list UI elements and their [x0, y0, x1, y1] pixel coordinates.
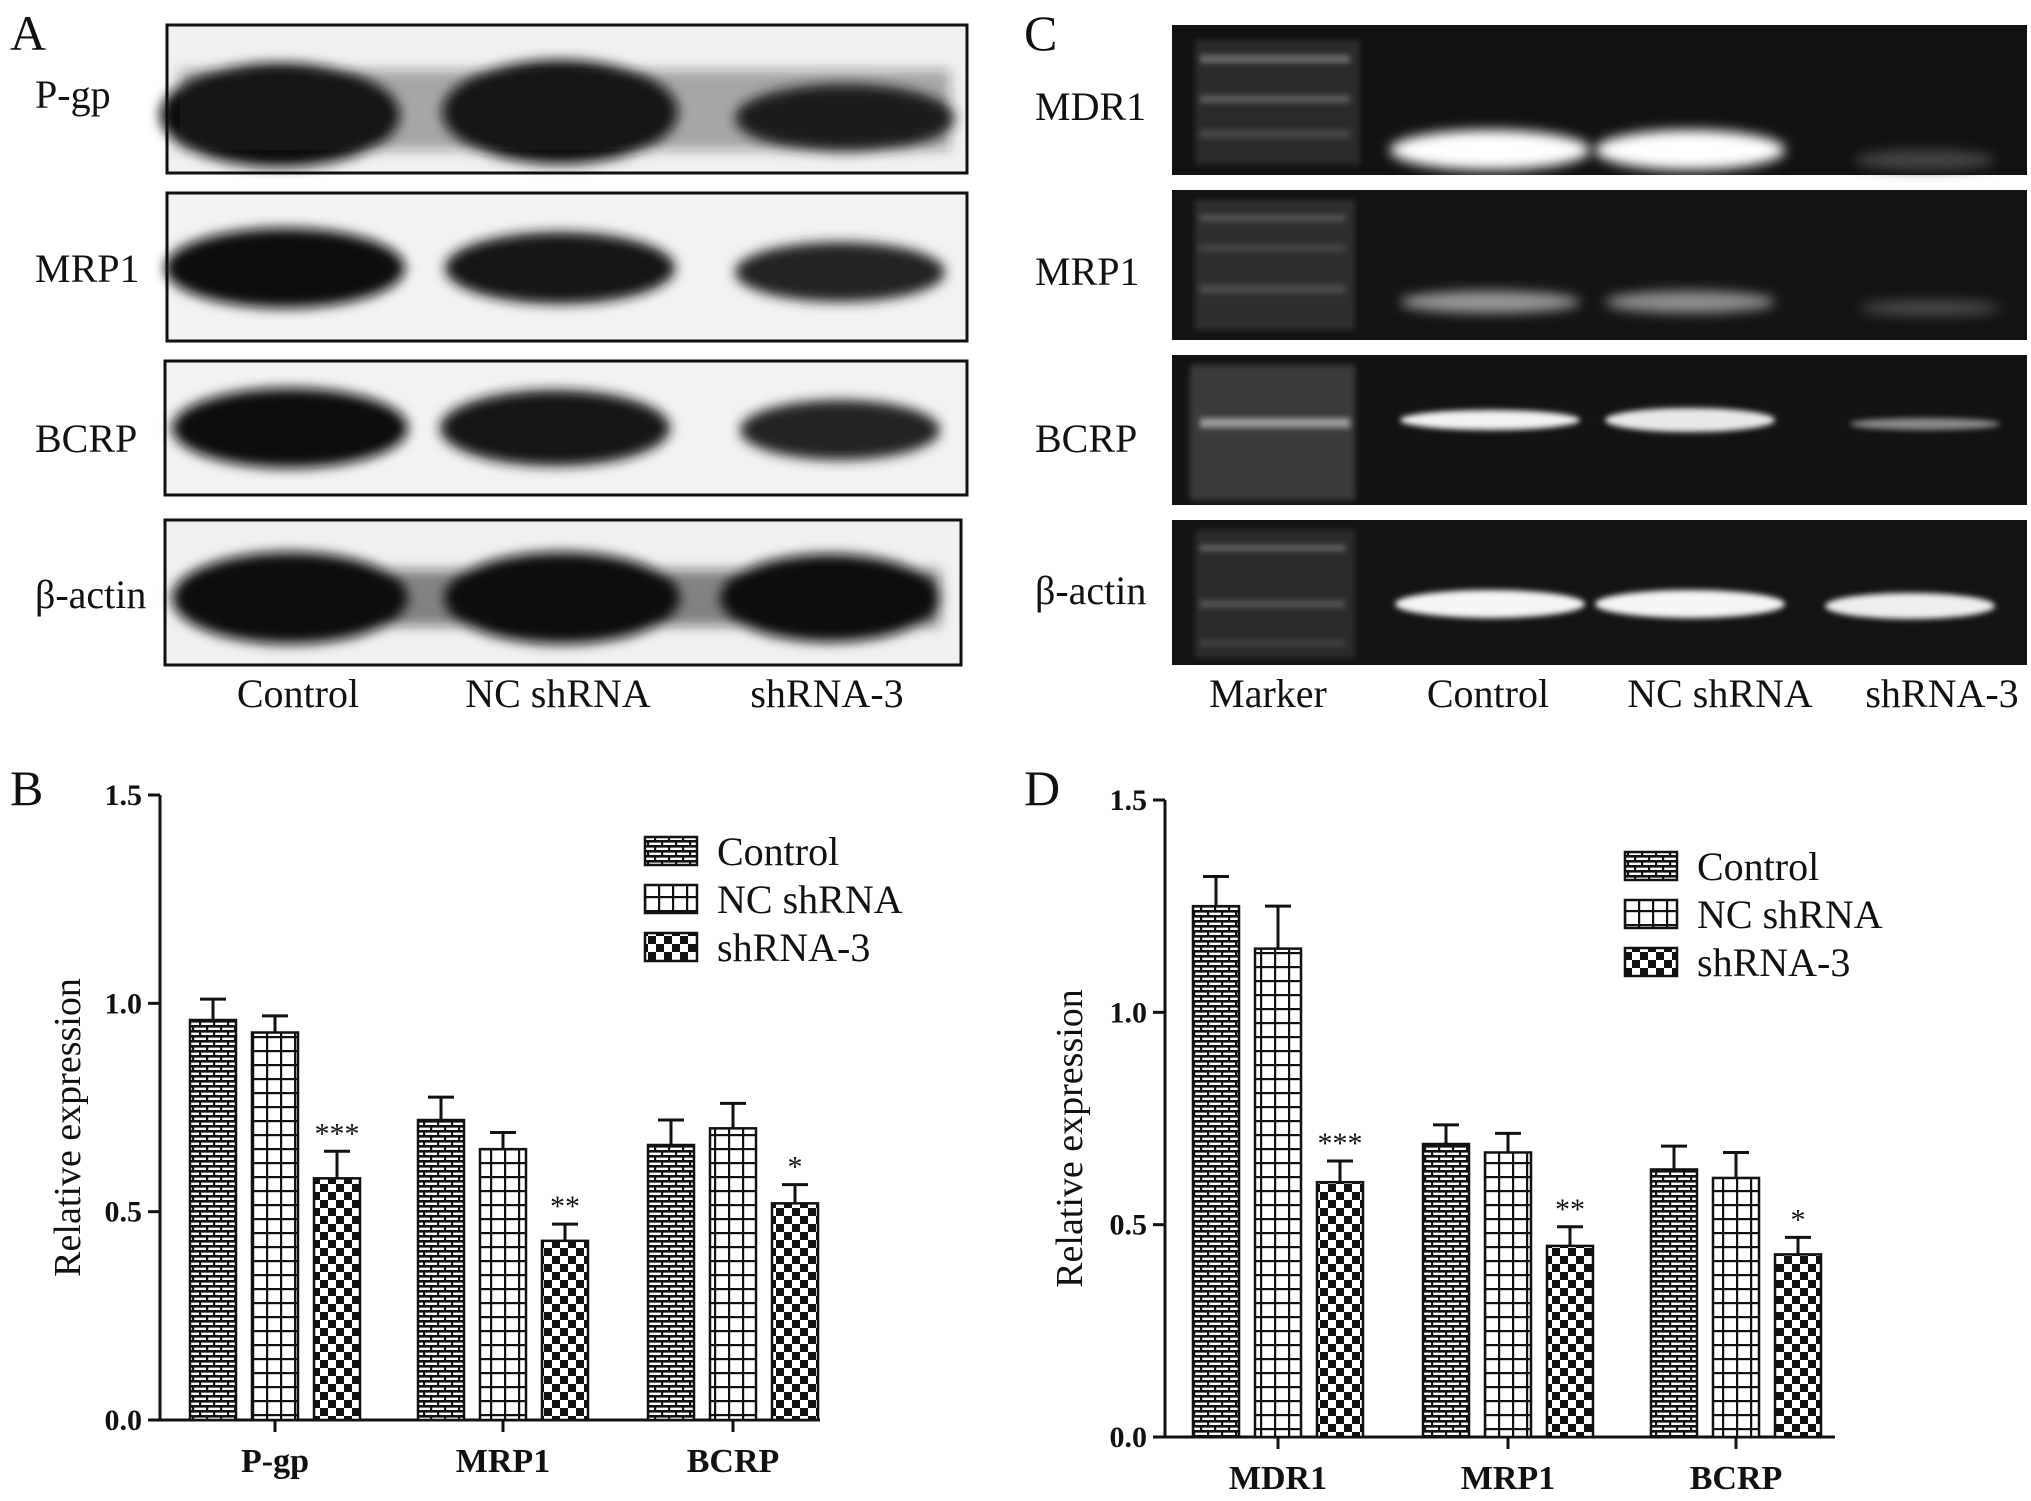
legend-label: shRNA-3 [1697, 940, 1850, 985]
bar [1191, 904, 1241, 1439]
blot-row-label: BCRP [35, 416, 137, 461]
legend-label: Control [1697, 844, 1819, 889]
bar [416, 1118, 466, 1422]
y-tick-label: 0.0 [105, 1404, 143, 1437]
blot-strip-bcrp: BCRP [35, 359, 969, 497]
bar [478, 1147, 528, 1422]
panel-letter-b: B [10, 760, 43, 816]
category-label: BCRP [687, 1443, 780, 1480]
significance-label: ** [550, 1190, 580, 1223]
y-axis-title: Relative expression [47, 978, 89, 1277]
lane-label: Control [237, 671, 359, 716]
legend-label: NC shRNA [717, 877, 903, 922]
bar [1253, 947, 1303, 1439]
legend-swatch [643, 931, 699, 963]
bar [1421, 1142, 1471, 1439]
legend-swatch [643, 835, 699, 867]
bar [188, 1018, 238, 1422]
legend-swatch [1623, 850, 1679, 882]
legend-swatch [1623, 946, 1679, 978]
bar [1649, 1168, 1699, 1439]
lane-label: NC shRNA [1627, 671, 1813, 716]
lane-label: shRNA-3 [750, 671, 903, 716]
panel-letter-d: D [1024, 760, 1060, 816]
panel-letter-c: C [1024, 5, 1057, 61]
blot-row-label: β-actin [35, 572, 146, 617]
gel-strip-mdr1: MDR1 [1035, 25, 2027, 175]
gel-strip-mrp1: MRP1 [1035, 190, 2027, 340]
y-tick-label: 1.0 [1110, 996, 1148, 1029]
y-tick-label: 1.0 [105, 987, 143, 1020]
bar [540, 1239, 590, 1422]
gel-row-label: BCRP [1035, 416, 1137, 461]
bar [646, 1143, 696, 1422]
legend-swatch [643, 883, 699, 915]
significance-label: * [1791, 1203, 1806, 1236]
y-tick-label: 0.5 [1110, 1209, 1148, 1242]
legend-label: shRNA-3 [717, 925, 870, 970]
bar [770, 1202, 820, 1422]
y-tick-label: 1.5 [1110, 784, 1148, 817]
blot-strip-mrp1: MRP1 [35, 191, 969, 343]
blot-strip-pgp: P-gp [35, 23, 969, 175]
y-tick-label: 0.5 [105, 1196, 143, 1229]
gel-row-label: MDR1 [1035, 84, 1146, 129]
legend-label: NC shRNA [1697, 892, 1883, 937]
y-tick-label: 1.5 [105, 779, 143, 812]
blot-row-label: MRP1 [35, 246, 140, 291]
legend-label: Control [717, 829, 839, 874]
gel-row-label: MRP1 [1035, 249, 1140, 294]
lane-label: Marker [1209, 671, 1327, 716]
bar [312, 1177, 362, 1422]
significance-label: ** [1555, 1193, 1585, 1226]
bar [1711, 1176, 1761, 1439]
significance-label: * [788, 1151, 803, 1184]
y-axis-title: Relative expression [1049, 989, 1091, 1288]
bar [1545, 1244, 1595, 1439]
panel-letter-a: A [10, 5, 46, 61]
y-tick-label: 0.0 [1110, 1421, 1148, 1454]
category-label: MRP1 [456, 1443, 550, 1480]
gel-strip-beta-actin: β-actin [1035, 520, 2027, 665]
lane-label: shRNA-3 [1865, 671, 2018, 716]
bar [1315, 1180, 1365, 1439]
bar [1483, 1151, 1533, 1439]
significance-label: *** [1318, 1127, 1363, 1160]
category-label: MDR1 [1229, 1460, 1327, 1497]
blot-row-label: P-gp [35, 72, 111, 117]
lane-label: Control [1427, 671, 1549, 716]
gel-strip-bcrp: BCRP [1035, 355, 2027, 505]
legend-swatch [1623, 898, 1679, 930]
bar [250, 1031, 300, 1422]
significance-label: *** [315, 1117, 360, 1150]
bar [1773, 1253, 1823, 1439]
western-blot-panel: A P-gp MRP1 [10, 5, 969, 716]
bar [708, 1127, 758, 1422]
blot-strip-beta-actin: β-actin [35, 518, 963, 667]
category-label: MRP1 [1461, 1460, 1555, 1497]
lane-label: NC shRNA [465, 671, 651, 716]
category-label: BCRP [1690, 1460, 1783, 1497]
rt-pcr-gel-panel: C MDR1 MRP1 [1024, 5, 2027, 716]
category-label: P-gp [241, 1443, 309, 1480]
gel-row-label: β-actin [1035, 568, 1146, 613]
